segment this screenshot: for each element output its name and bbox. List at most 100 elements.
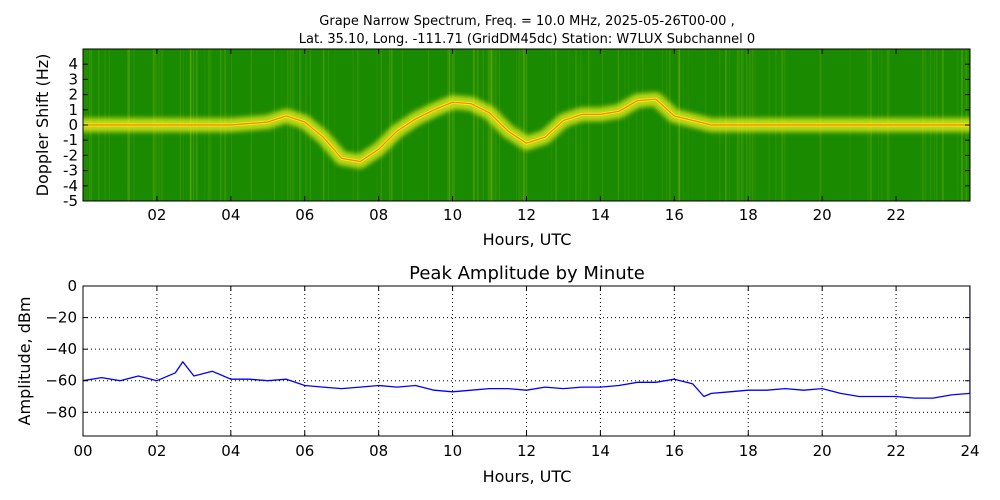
amplitude-x-tick-label: 24 xyxy=(960,442,979,460)
spectrum-y-tick-label: -1 xyxy=(63,131,78,149)
amplitude-x-tick-label: 06 xyxy=(295,442,314,460)
amplitude-x-tick-label: 02 xyxy=(147,442,166,460)
spectrum-y-tick-label: 2 xyxy=(68,86,78,104)
noise-stripe xyxy=(287,49,289,201)
amplitude-grid xyxy=(83,286,970,436)
noise-stripe xyxy=(642,49,644,201)
noise-stripe xyxy=(322,49,325,201)
amplitude-x-tick-label: 18 xyxy=(739,442,758,460)
amplitude-y-tick-label: −40 xyxy=(45,340,77,358)
noise-stripe xyxy=(519,49,521,201)
amplitude-x-tick-label: 00 xyxy=(73,442,92,460)
spectrum-x-tick-label: 04 xyxy=(221,206,240,224)
noise-stripe xyxy=(580,49,582,201)
noise-stripe xyxy=(476,49,479,201)
noise-stripe xyxy=(428,49,429,201)
noise-stripe xyxy=(575,49,577,201)
spectrum-y-axis-label: Doppler Shift (Hz) xyxy=(33,54,52,197)
noise-stripe xyxy=(522,49,524,201)
spectrum-x-tick-label: 08 xyxy=(369,206,388,224)
noise-stripe xyxy=(678,49,680,201)
spectrum-y-tick-label: 4 xyxy=(68,55,78,73)
noise-stripe xyxy=(668,49,671,201)
spectrum-y-tick-label: -4 xyxy=(63,177,78,195)
noise-stripe xyxy=(666,49,667,201)
noise-stripe xyxy=(389,49,390,201)
spectrum-x-tick-label: 16 xyxy=(665,206,684,224)
noise-stripe xyxy=(380,49,383,201)
noise-stripe xyxy=(662,49,663,201)
spectrum-x-tick-label: 12 xyxy=(517,206,536,224)
amplitude-x-tick-label: 14 xyxy=(591,442,610,460)
noise-stripe xyxy=(627,49,630,201)
noise-stripe xyxy=(357,49,358,201)
noise-stripe xyxy=(448,49,451,201)
amplitude-x-tick-label: 10 xyxy=(443,442,462,460)
spectrum-y-tick-label: 1 xyxy=(68,101,78,119)
spectrum-y-tick-label: -5 xyxy=(63,192,78,210)
spectrum-y-tick-label: -2 xyxy=(63,146,78,164)
noise-stripe xyxy=(482,49,484,201)
noise-stripe xyxy=(327,49,329,201)
noise-stripe xyxy=(289,49,292,201)
spectrum-x-ticks: 02 04 06 08 10 12 14 16 18 20 22 xyxy=(147,49,906,224)
noise-stripe xyxy=(352,49,354,201)
spectrum-title-line2: Lat. 35.10, Long. -111.71 (GridDM45dc) S… xyxy=(299,32,755,47)
noise-stripe xyxy=(489,49,492,201)
amplitude-x-tick-label: 16 xyxy=(665,442,684,460)
noise-stripe xyxy=(482,49,484,201)
noise-stripe xyxy=(281,49,283,201)
noise-stripe xyxy=(588,49,591,201)
amplitude-background xyxy=(83,286,970,436)
noise-stripe xyxy=(491,49,493,201)
spectrum-x-tick-label: 10 xyxy=(443,206,462,224)
noise-stripe xyxy=(357,49,360,201)
noise-stripe xyxy=(617,49,619,201)
amplitude-x-tick-label: 20 xyxy=(813,442,832,460)
amplitude-y-tick-label: −20 xyxy=(45,309,77,327)
amplitude-y-axis-label: Amplitude, dBm xyxy=(15,297,34,426)
noise-stripe xyxy=(453,49,455,201)
amplitude-x-tick-label: 04 xyxy=(221,442,240,460)
noise-stripe xyxy=(677,49,680,201)
amplitude-x-ticks: 00 02 04 06 08 10 12 14 16 18 20 22 24 xyxy=(73,286,980,460)
noise-stripe xyxy=(472,49,474,201)
amplitude-title: Peak Amplitude by Minute xyxy=(409,263,645,284)
noise-stripe xyxy=(523,49,525,201)
spectrum-x-tick-label: 02 xyxy=(147,206,166,224)
noise-stripe xyxy=(525,49,528,201)
amplitude-y-tick-label: 0 xyxy=(67,277,77,295)
spectrum-x-tick-label: 06 xyxy=(295,206,314,224)
spectrum-x-tick-label: 20 xyxy=(813,206,832,224)
amplitude-x-tick-label: 22 xyxy=(887,442,906,460)
amplitude-x-tick-label: 12 xyxy=(517,442,536,460)
amplitude-y-tick-label: −80 xyxy=(45,403,77,421)
amplitude-series-line xyxy=(83,361,970,399)
noise-stripe xyxy=(390,49,393,201)
spectrum-y-tick-label: -3 xyxy=(63,162,78,180)
spectrum-x-tick-label: 14 xyxy=(591,206,610,224)
noise-stripe xyxy=(518,49,520,201)
noise-stripe xyxy=(516,49,517,201)
noise-stripe xyxy=(473,49,475,201)
noise-stripe xyxy=(521,49,522,201)
amplitude-plot-area: 00 02 04 06 08 10 12 14 16 18 20 22 24 0 −20 −40 −60 −80 xyxy=(45,277,979,460)
amplitude-y-ticks: 0 −20 −40 −60 −80 xyxy=(45,277,970,421)
doppler-peak-line xyxy=(83,98,970,163)
noise-stripe xyxy=(588,49,589,201)
spectrum-y-tick-label: 3 xyxy=(68,70,78,88)
noise-stripe xyxy=(334,49,336,201)
spectrum-x-tick-label: 18 xyxy=(739,206,758,224)
amplitude-x-axis-label: Hours, UTC xyxy=(483,467,572,486)
noise-stripe xyxy=(602,49,604,201)
noise-stripe xyxy=(487,49,490,201)
spectrum-y-tick-label: 0 xyxy=(68,116,78,134)
noise-stripe xyxy=(451,49,453,201)
noise-stripe xyxy=(679,49,681,201)
amplitude-y-tick-label: −60 xyxy=(45,372,77,390)
noise-stripe xyxy=(448,49,450,201)
amplitude-x-tick-label: 08 xyxy=(369,442,388,460)
